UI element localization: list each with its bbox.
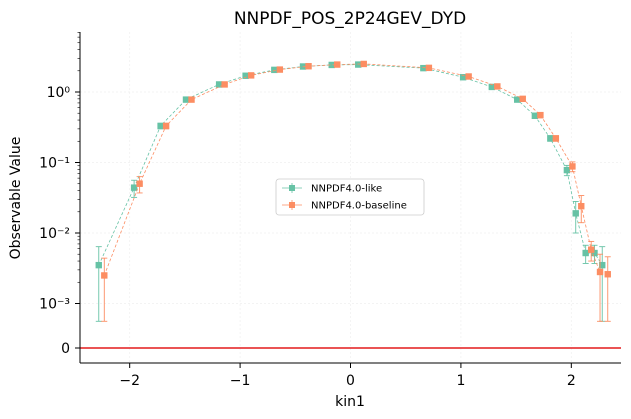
y-tick-label: 10⁻² <box>39 226 70 242</box>
data-point <box>604 271 611 278</box>
x-tick-label: 0 <box>346 373 355 389</box>
data-point <box>563 166 571 174</box>
data-point <box>591 249 598 257</box>
ticks: −2 −1 0 1 2 0 10⁻³ 10⁻² 10⁻¹ 10⁰ <box>39 32 576 389</box>
data-point <box>578 202 585 210</box>
y-tick-label: 10⁻³ <box>39 297 70 313</box>
data-point <box>221 81 228 88</box>
data-point <box>531 112 539 119</box>
data-point <box>488 83 496 91</box>
x-tick-label: −1 <box>230 373 251 389</box>
data-point <box>425 64 433 72</box>
data-point <box>582 249 589 257</box>
series-2 <box>101 60 611 322</box>
data-point <box>95 261 102 269</box>
legend-frame <box>275 178 425 216</box>
data-point <box>420 64 427 72</box>
data-point <box>537 111 544 119</box>
chart-title: NNPDF_POS_2P24GEV_DYD <box>234 9 466 29</box>
data-point <box>101 272 108 279</box>
legend-marker <box>289 185 295 191</box>
data-point <box>276 66 284 73</box>
data-point <box>136 180 143 187</box>
x-tick-label: 1 <box>456 373 465 389</box>
data-point <box>271 66 278 74</box>
data-point <box>162 122 170 130</box>
data-point <box>305 63 312 70</box>
y-tick-label: 10⁰ <box>47 85 71 101</box>
data-point <box>572 210 579 217</box>
data-point <box>355 61 362 68</box>
data-point <box>547 135 554 142</box>
y-tick-label: 10⁻¹ <box>39 156 70 172</box>
x-tick-label: −2 <box>119 373 140 389</box>
data-point <box>587 246 595 253</box>
data-point <box>242 72 249 79</box>
data-point <box>514 96 521 103</box>
legend-entry: NNPDF4.0-baseline <box>282 200 407 212</box>
data-point <box>569 163 576 170</box>
legend-entries: NNPDF4.0-like NNPDF4.0-baseline <box>282 183 407 212</box>
data-point <box>188 96 195 103</box>
legend-marker <box>289 202 295 208</box>
data-point <box>552 135 560 142</box>
data-point <box>599 261 606 269</box>
data-point <box>247 72 255 79</box>
data-point <box>465 73 472 80</box>
data-point <box>360 60 367 68</box>
data-point <box>334 61 341 68</box>
data-point <box>596 268 604 276</box>
legend-entry: NNPDF4.0-like <box>282 183 382 195</box>
data-point <box>215 81 223 88</box>
plot-area <box>80 60 621 349</box>
legend-label: NNPDF4.0-like <box>311 184 382 195</box>
x-tick-label: 2 <box>567 373 576 389</box>
legend: NNPDF4.0-like NNPDF4.0-baseline <box>275 178 425 216</box>
data-point <box>130 184 138 191</box>
data-point <box>519 95 526 103</box>
data-point <box>182 96 190 103</box>
legend-label: NNPDF4.0-baseline <box>311 201 407 212</box>
data-point <box>459 74 467 81</box>
y-tick-label: 0 <box>61 341 70 357</box>
x-axis-label: kin1 <box>335 394 365 410</box>
data-point <box>328 61 335 69</box>
data-point <box>494 83 501 90</box>
y-axis-label: Observable Value <box>8 137 24 260</box>
data-point <box>157 122 164 130</box>
